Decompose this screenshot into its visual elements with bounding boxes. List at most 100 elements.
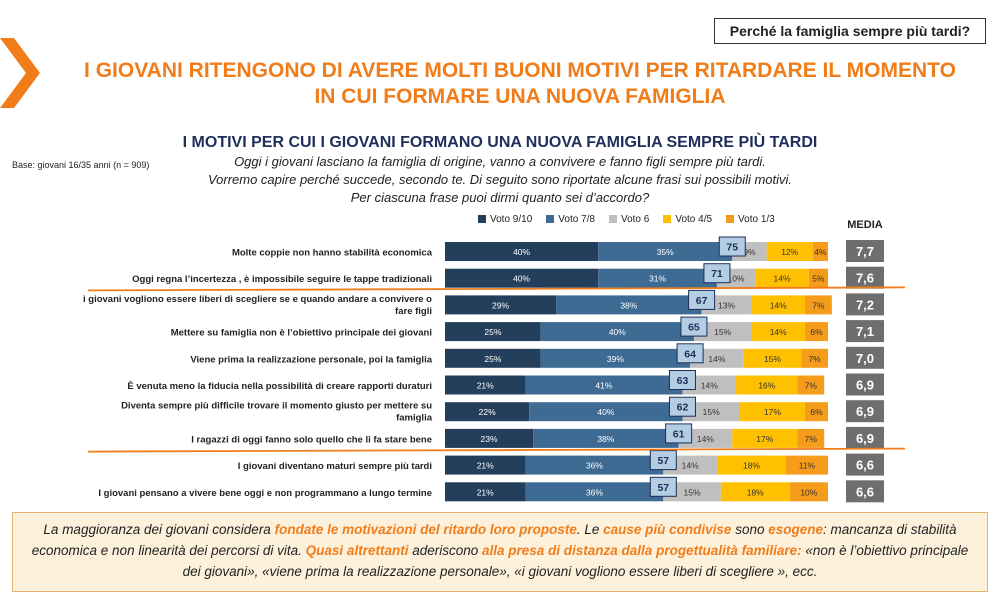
legend-swatch bbox=[478, 215, 486, 223]
legend-item: Voto 9/10 bbox=[478, 214, 532, 225]
top-score-value: 64 bbox=[684, 348, 696, 360]
media-value: 6,6 bbox=[856, 458, 874, 473]
segment-voto-4-5 bbox=[720, 482, 790, 502]
chart-subtitle: I MOTIVI PER CUI I GIOVANI FORMANO UNA N… bbox=[182, 134, 818, 151]
legend-item: Voto 1/3 bbox=[726, 214, 775, 225]
segment-voto-9-10 bbox=[445, 348, 541, 368]
data-label: 25% bbox=[484, 327, 501, 337]
segment-voto-7-8 bbox=[525, 455, 664, 475]
category-label: Diventa sempre più difficile trovare il … bbox=[121, 401, 432, 412]
category-label: I giovani diventano maturi sempre più ta… bbox=[238, 461, 432, 472]
conclusion-highlight: fondate le motivazioni del ritardo loro … bbox=[274, 522, 577, 537]
segment-voto-1-3 bbox=[805, 322, 828, 342]
legend-label: Voto 7/8 bbox=[558, 213, 595, 225]
media-value: 7,1 bbox=[856, 324, 874, 339]
top-score-box bbox=[676, 343, 704, 364]
segment-voto-9-10 bbox=[445, 322, 541, 342]
segment-voto-1-3 bbox=[805, 402, 828, 422]
media-box bbox=[846, 240, 884, 262]
segment-voto-6 bbox=[682, 402, 740, 422]
media-value: 6,9 bbox=[856, 378, 874, 393]
sample-base: Base: giovani 16/35 anni (n = 909) bbox=[12, 160, 150, 170]
segment-voto-9-10 bbox=[445, 295, 557, 315]
top-score-box bbox=[665, 423, 693, 444]
segment-voto-7-8 bbox=[598, 242, 733, 261]
top-score-box bbox=[649, 450, 677, 471]
legend-item: Voto 4/5 bbox=[663, 214, 712, 225]
data-label: 15% bbox=[714, 327, 731, 337]
segment-voto-6 bbox=[663, 482, 721, 502]
data-label: 14% bbox=[770, 300, 787, 310]
data-label: 10% bbox=[800, 487, 817, 497]
data-label: 21% bbox=[477, 487, 494, 497]
segment-voto-4-5 bbox=[751, 322, 806, 342]
data-label: 7% bbox=[805, 434, 818, 444]
legend-label: Voto 4/5 bbox=[675, 213, 713, 225]
conclusion-text: «non è l’obiettivo principale dei giovan… bbox=[182, 543, 969, 579]
segment-voto-9-10 bbox=[445, 402, 530, 422]
top-score-value: 63 bbox=[677, 375, 689, 387]
segment-voto-4-5 bbox=[739, 402, 806, 422]
segment-voto-1-3 bbox=[785, 455, 828, 475]
data-label: 38% bbox=[620, 300, 637, 310]
legend-item: Voto 6 bbox=[608, 214, 649, 225]
category-label: famiglia bbox=[396, 413, 433, 424]
data-label: 7% bbox=[808, 354, 821, 364]
conclusion-text: La maggioranza dei giovani considera bbox=[43, 522, 275, 537]
legend-swatch bbox=[726, 215, 735, 223]
segment-voto-6 bbox=[693, 322, 752, 342]
category-label: I giovani pensano a vivere bene oggi e n… bbox=[98, 488, 432, 499]
category-label: Mettere su famiglia non è l’obiettivo pr… bbox=[171, 328, 432, 339]
top-score-value: 62 bbox=[677, 402, 689, 414]
segment-voto-9-10 bbox=[445, 455, 526, 475]
data-label: 21% bbox=[477, 461, 494, 471]
media-box bbox=[846, 293, 884, 316]
data-label: 16% bbox=[758, 381, 775, 391]
chevron-logo-icon bbox=[0, 38, 40, 108]
category-label: fare figli bbox=[395, 306, 432, 317]
segment-voto-9-10 bbox=[445, 242, 599, 261]
question-line1: Oggi i giovani lasciano la famiglia di o… bbox=[234, 154, 766, 169]
page-title-line1: I GIOVANI RITENGONO DI AVERE MOLTI BUONI… bbox=[84, 59, 956, 82]
data-label: 7% bbox=[805, 381, 818, 391]
top-score-box bbox=[668, 370, 696, 390]
segment-voto-7-8 bbox=[525, 375, 683, 395]
data-label: 39% bbox=[607, 354, 624, 364]
segment-voto-7-8 bbox=[525, 482, 664, 502]
legend-swatch bbox=[546, 215, 555, 223]
category-label: Viene prima la realizzazione personale, … bbox=[190, 354, 432, 365]
top-score-box bbox=[668, 396, 696, 417]
segment-voto-7-8 bbox=[598, 268, 717, 288]
data-label: 7% bbox=[812, 300, 825, 310]
conclusion-text: aderiscono bbox=[408, 543, 482, 558]
top-score-box bbox=[688, 289, 716, 310]
data-label: 35% bbox=[657, 247, 674, 257]
separator-line bbox=[87, 447, 906, 453]
media-value: 7,7 bbox=[856, 244, 874, 259]
data-label: 38% bbox=[597, 434, 614, 444]
media-box bbox=[846, 453, 884, 476]
top-score-value: 71 bbox=[711, 268, 723, 280]
media-box bbox=[846, 346, 884, 369]
data-label: 5% bbox=[812, 274, 825, 284]
media-box bbox=[846, 480, 884, 503]
segment-voto-1-3 bbox=[789, 482, 828, 502]
legend-label: Voto 1/3 bbox=[738, 213, 775, 225]
data-label: 11% bbox=[799, 461, 816, 471]
segment-voto-4-5 bbox=[743, 348, 802, 368]
segment-voto-4-5 bbox=[755, 268, 809, 288]
data-label: 18% bbox=[743, 461, 760, 471]
segment-voto-4-5 bbox=[716, 455, 786, 475]
conclusion-text: sono bbox=[731, 522, 769, 537]
data-label: 14% bbox=[770, 327, 787, 337]
conclusion-highlight: cause più condivise bbox=[603, 522, 732, 537]
top-score-box bbox=[718, 236, 746, 257]
top-score-value: 67 bbox=[696, 295, 708, 307]
legend-swatch bbox=[608, 215, 617, 223]
segment-voto-7-8 bbox=[529, 402, 683, 422]
top-score-box bbox=[680, 316, 708, 337]
top-score-value: 57 bbox=[657, 455, 669, 467]
media-value: 6,9 bbox=[856, 431, 874, 446]
data-label: 21% bbox=[477, 381, 494, 391]
category-label: Molte coppie non hanno stabilità economi… bbox=[232, 248, 433, 259]
